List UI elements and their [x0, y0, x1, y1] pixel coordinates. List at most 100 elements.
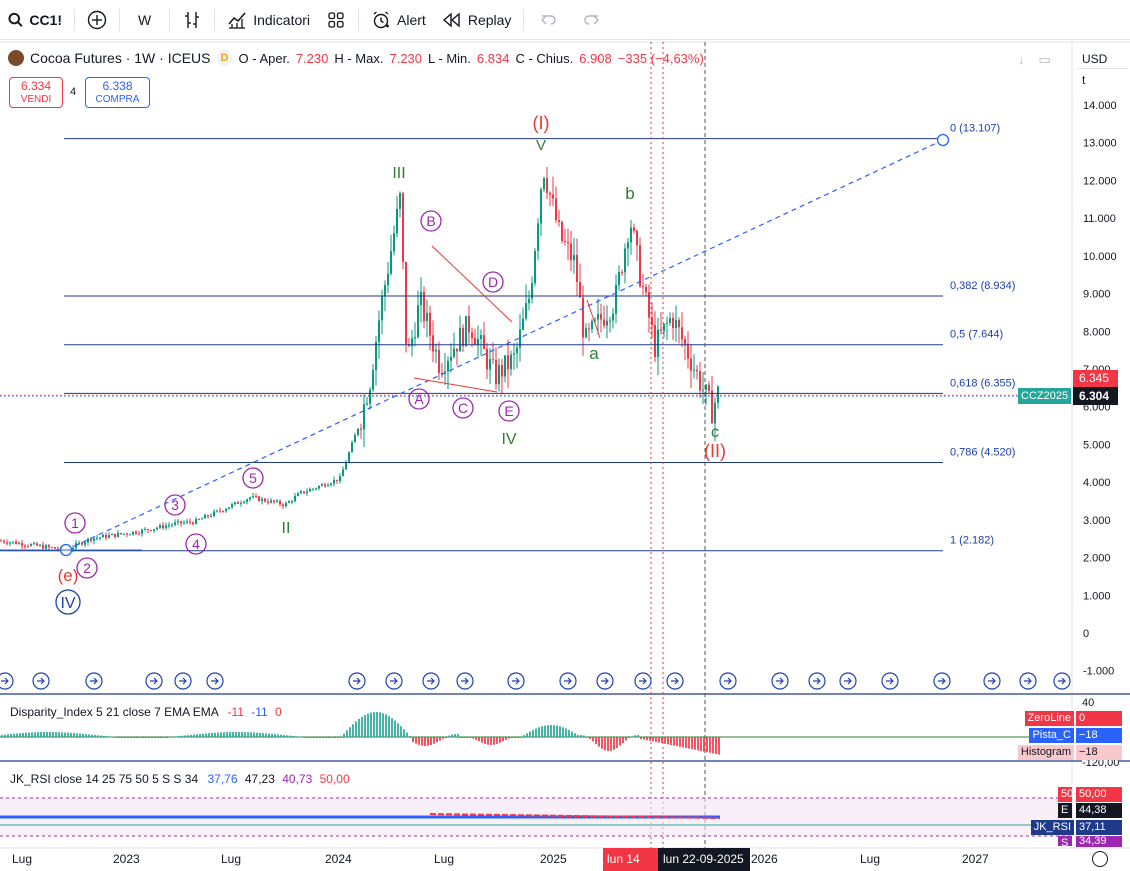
- disparity-bar: [196, 734, 198, 737]
- time-axis[interactable]: Lug 2023 Lug 2024 Lug 2025 2026 Lug 2027 lun 14 …: [0, 848, 1130, 871]
- disparity-bar: [670, 737, 672, 745]
- candle-body: [108, 535, 110, 538]
- candle-body: [186, 521, 188, 523]
- last-price-red: 6.345: [1073, 370, 1118, 387]
- disparity-bar: [448, 735, 450, 737]
- replay-arrows-row: [0, 672, 1071, 690]
- compare-button[interactable]: [79, 4, 115, 36]
- currency-selector[interactable]: USD: [1078, 50, 1128, 69]
- candle-body: [501, 364, 503, 377]
- candle-body: [21, 543, 23, 546]
- time-axis-label: Lug: [12, 852, 33, 866]
- candle-body: [120, 532, 122, 535]
- candle-body: [684, 339, 686, 345]
- candle-body: [327, 485, 329, 487]
- candle-body: [42, 545, 44, 549]
- candle-body: [711, 390, 713, 424]
- disparity-bar: [691, 737, 693, 750]
- disparity-bar: [199, 733, 201, 737]
- candle-body: [30, 544, 32, 546]
- candle-body: [84, 542, 86, 545]
- legend-title[interactable]: Cocoa Futures · 1W · ICEUS: [30, 50, 211, 66]
- candle-body: [525, 303, 527, 319]
- settings-icon[interactable]: [1092, 851, 1108, 867]
- buy-button[interactable]: 6.338 COMPRA: [85, 77, 150, 108]
- candle-body: [453, 348, 455, 357]
- indicators-icon: [228, 12, 246, 29]
- replay-arrow-glyph: [461, 677, 469, 685]
- disparity-bar: [37, 732, 39, 737]
- fib-level-label: 0,382 (8.934): [950, 280, 1015, 292]
- layouts-button[interactable]: [318, 4, 354, 36]
- price-tick-label: 10.000: [1083, 251, 1117, 263]
- replay-button[interactable]: Replay: [434, 4, 520, 36]
- undo-button[interactable]: [528, 4, 570, 36]
- indicators-button[interactable]: Indicatori: [219, 4, 318, 36]
- candle-body: [99, 537, 101, 539]
- symbol-search-button[interactable]: CC1!: [0, 4, 70, 36]
- arrow-down-icon[interactable]: ↓: [1018, 52, 1025, 67]
- time-axis-label: 2026: [751, 852, 778, 866]
- rsi-title[interactable]: JK_RSI close 14 25 75 50 5 S S 34: [10, 772, 199, 786]
- candle-body: [513, 353, 515, 355]
- candle-body: [687, 344, 689, 359]
- candle-body: [150, 530, 152, 532]
- legend-close-label: C - Chius.: [515, 50, 574, 66]
- price-tick-label: 0: [1083, 628, 1089, 640]
- disparity-bar: [181, 735, 183, 737]
- candle-body: [456, 348, 458, 352]
- wave-label-III-green: III: [392, 165, 405, 182]
- unit-selector[interactable]: t: [1082, 73, 1086, 87]
- candle-body: [630, 227, 632, 243]
- candle-body: [351, 442, 353, 453]
- candle-body: [531, 283, 533, 299]
- delay-badge[interactable]: D: [216, 50, 233, 66]
- disparity-bar: [430, 737, 432, 745]
- disparity-bar: [7, 734, 9, 737]
- disparity-bar: [322, 737, 324, 738]
- disparity-bar: [619, 737, 621, 746]
- trendline-anchor-end[interactable]: [936, 133, 950, 147]
- disparity-bar: [58, 732, 60, 737]
- disparity-bar: [553, 725, 555, 737]
- wave-label-I: (I): [533, 113, 550, 133]
- candle-body: [27, 545, 29, 547]
- candle-body: [495, 359, 497, 385]
- disparity-bar: [352, 724, 354, 737]
- disparity-bar: [142, 737, 144, 738]
- candle-body: [645, 286, 647, 293]
- disparity-bar: [532, 729, 534, 737]
- disparity-bar: [442, 737, 444, 739]
- replay-arrow-glyph: [211, 677, 219, 685]
- interval-button[interactable]: W: [124, 4, 165, 36]
- disparity-bar: [289, 735, 291, 737]
- chart-type-button[interactable]: [174, 4, 210, 36]
- disparity-bar: [502, 737, 504, 742]
- candle-body: [282, 504, 284, 507]
- sell-label: VENDI: [20, 94, 52, 105]
- candle-body: [555, 198, 557, 221]
- price-tick-label: 3.000: [1083, 515, 1111, 527]
- candle-body: [240, 502, 242, 504]
- disparity-bar: [712, 737, 714, 754]
- sell-button[interactable]: 6.334 VENDI: [9, 77, 63, 108]
- disparity-bar: [454, 734, 456, 737]
- redo-button[interactable]: [570, 4, 612, 36]
- wave-label-3-circle: [164, 494, 186, 516]
- disparity-bar: [256, 732, 258, 737]
- wave-label-A: A: [414, 391, 424, 407]
- candle-body: [129, 534, 131, 536]
- disparity-bar: [697, 737, 699, 751]
- candle-body: [537, 223, 539, 252]
- disparity-bar: [565, 728, 567, 737]
- candle-body: [606, 320, 608, 326]
- alert-button[interactable]: Alert: [363, 4, 434, 36]
- candle-body: [363, 404, 365, 430]
- disparity-title[interactable]: Disparity_Index 5 21 close 7 EMA EMA: [10, 705, 219, 719]
- undo-icon: [541, 14, 557, 25]
- disparity-bar: [688, 737, 690, 749]
- maximize-icon[interactable]: ▭: [1038, 52, 1051, 67]
- candle-body: [303, 491, 305, 494]
- disparity-bar: [274, 734, 276, 737]
